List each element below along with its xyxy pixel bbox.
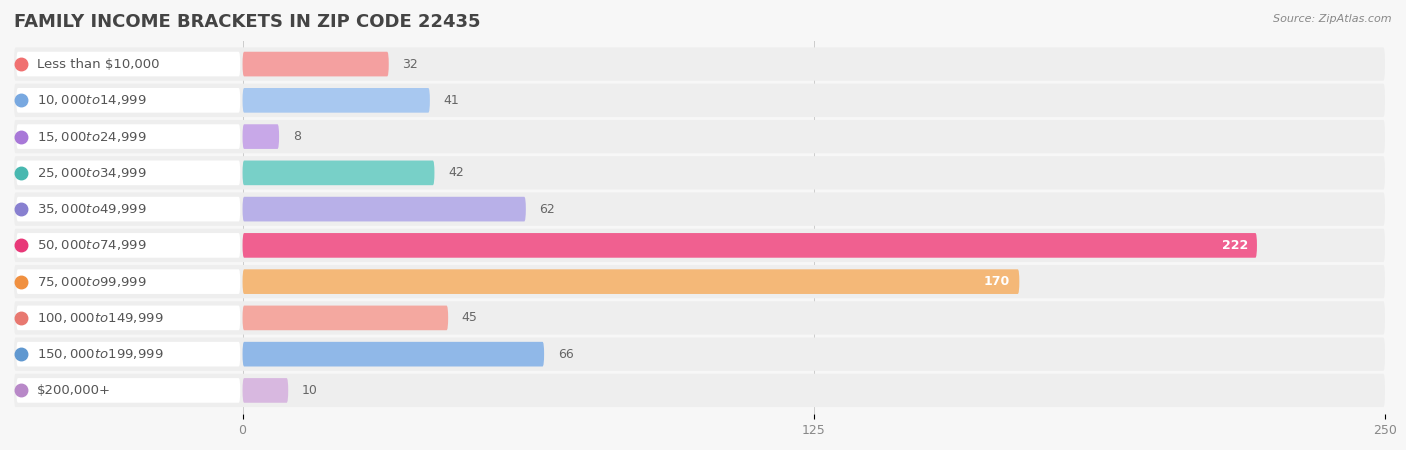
- Text: 10: 10: [302, 384, 318, 397]
- FancyBboxPatch shape: [14, 229, 1385, 262]
- FancyBboxPatch shape: [17, 161, 240, 185]
- FancyBboxPatch shape: [14, 374, 1385, 407]
- Text: 222: 222: [1222, 239, 1249, 252]
- Text: Source: ZipAtlas.com: Source: ZipAtlas.com: [1274, 14, 1392, 23]
- FancyBboxPatch shape: [17, 342, 240, 366]
- Text: $10,000 to $14,999: $10,000 to $14,999: [37, 93, 146, 108]
- FancyBboxPatch shape: [243, 306, 449, 330]
- FancyBboxPatch shape: [243, 378, 288, 403]
- FancyBboxPatch shape: [243, 124, 280, 149]
- FancyBboxPatch shape: [17, 306, 240, 330]
- FancyBboxPatch shape: [243, 52, 389, 76]
- Text: FAMILY INCOME BRACKETS IN ZIP CODE 22435: FAMILY INCOME BRACKETS IN ZIP CODE 22435: [14, 13, 481, 31]
- Text: 32: 32: [402, 58, 418, 71]
- FancyBboxPatch shape: [14, 156, 1385, 189]
- Text: 42: 42: [449, 166, 464, 180]
- FancyBboxPatch shape: [14, 301, 1385, 335]
- FancyBboxPatch shape: [14, 120, 1385, 153]
- Text: 62: 62: [540, 202, 555, 216]
- Text: $15,000 to $24,999: $15,000 to $24,999: [37, 130, 146, 144]
- Text: 66: 66: [558, 348, 574, 360]
- FancyBboxPatch shape: [14, 47, 1385, 81]
- FancyBboxPatch shape: [17, 52, 240, 76]
- Text: $100,000 to $149,999: $100,000 to $149,999: [37, 311, 163, 325]
- FancyBboxPatch shape: [17, 378, 240, 403]
- Text: 170: 170: [984, 275, 1011, 288]
- FancyBboxPatch shape: [243, 269, 1019, 294]
- Text: $150,000 to $199,999: $150,000 to $199,999: [37, 347, 163, 361]
- FancyBboxPatch shape: [14, 338, 1385, 371]
- FancyBboxPatch shape: [243, 197, 526, 221]
- FancyBboxPatch shape: [17, 233, 240, 258]
- FancyBboxPatch shape: [243, 233, 1257, 258]
- Text: 45: 45: [463, 311, 478, 324]
- FancyBboxPatch shape: [17, 88, 240, 112]
- FancyBboxPatch shape: [243, 342, 544, 366]
- Text: $25,000 to $34,999: $25,000 to $34,999: [37, 166, 146, 180]
- Text: $50,000 to $74,999: $50,000 to $74,999: [37, 238, 146, 252]
- Text: $35,000 to $49,999: $35,000 to $49,999: [37, 202, 146, 216]
- FancyBboxPatch shape: [17, 197, 240, 221]
- Text: 41: 41: [444, 94, 460, 107]
- Text: 8: 8: [292, 130, 301, 143]
- FancyBboxPatch shape: [17, 124, 240, 149]
- FancyBboxPatch shape: [17, 269, 240, 294]
- FancyBboxPatch shape: [14, 265, 1385, 298]
- FancyBboxPatch shape: [243, 88, 430, 112]
- FancyBboxPatch shape: [14, 193, 1385, 226]
- Text: $75,000 to $99,999: $75,000 to $99,999: [37, 274, 146, 288]
- Text: $200,000+: $200,000+: [37, 384, 111, 397]
- FancyBboxPatch shape: [14, 84, 1385, 117]
- FancyBboxPatch shape: [243, 161, 434, 185]
- Text: Less than $10,000: Less than $10,000: [37, 58, 159, 71]
